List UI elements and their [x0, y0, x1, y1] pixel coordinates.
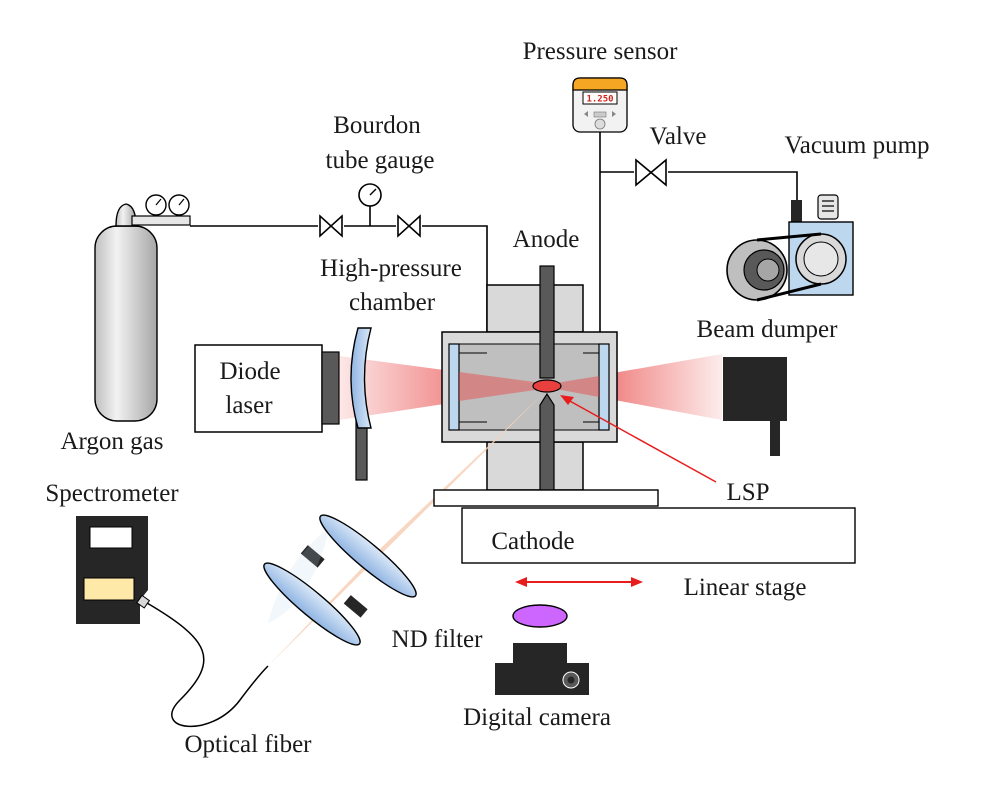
- spectrometer: [76, 516, 151, 624]
- argon-gas-cylinder: [94, 194, 191, 422]
- pressure-readout: 1.250: [586, 95, 613, 105]
- label-cathode: Cathode: [491, 528, 574, 555]
- label-nd-filter: ND filter: [392, 626, 484, 653]
- pressure-sensor: 1.250: [572, 77, 628, 133]
- label-diode-line1: Diode: [219, 358, 280, 385]
- label-anode: Anode: [513, 226, 580, 253]
- label-pressure-sensor: Pressure sensor: [523, 38, 679, 65]
- high-pressure-chamber: [441, 284, 618, 491]
- label-valve: Valve: [650, 123, 707, 150]
- label-bourdon-line1: Bourdon: [333, 112, 421, 139]
- diode-laser: [194, 344, 340, 433]
- stage-base: [433, 489, 856, 564]
- vacuum-valve: [635, 158, 667, 187]
- laser-beam-incoming: [339, 356, 542, 420]
- lsp-pointer-arrow: [560, 395, 717, 483]
- emission-collection-cone: [268, 392, 545, 666]
- label-high-pressure-line1: High-pressure: [320, 255, 462, 282]
- label-bourdon-line2: tube gauge: [326, 147, 435, 174]
- linear-stage-arrow: [515, 577, 643, 587]
- plasma-lsp: [532, 379, 562, 393]
- label-spectrometer: Spectrometer: [45, 480, 179, 507]
- chamber-window-right: [598, 343, 610, 431]
- nd-filter: [512, 604, 568, 628]
- beam-dumper: [723, 357, 787, 456]
- label-vacuum-pump: Vacuum pump: [784, 132, 929, 159]
- focusing-lens: [350, 327, 372, 481]
- cathode-plate: [461, 507, 856, 564]
- label-high-pressure-line2: chamber: [349, 289, 436, 316]
- laser-beam-outgoing: [556, 354, 722, 420]
- needle-valve-left: [319, 214, 343, 238]
- label-argon-gas: Argon gas: [60, 428, 163, 455]
- cathode-electrode: [539, 392, 555, 493]
- chamber-window-left: [448, 343, 460, 431]
- label-diode-line2: laser: [225, 392, 273, 419]
- label-beam-dumper: Beam dumper: [697, 316, 839, 343]
- label-lsp: LSP: [726, 479, 769, 506]
- digital-camera: [495, 643, 589, 695]
- optical-fiber: [146, 602, 269, 728]
- vacuum-pump: [726, 194, 854, 302]
- label-optical-fiber: Optical fiber: [184, 731, 312, 758]
- label-linear-stage: Linear stage: [684, 574, 807, 601]
- gas-lines: [190, 130, 798, 332]
- bourdon-gauge-icon: [358, 183, 382, 207]
- label-digital-camera: Digital camera: [463, 704, 611, 731]
- collection-lenses: [263, 514, 417, 646]
- needle-valve-right: [397, 214, 421, 238]
- anode-electrode: [539, 265, 555, 379]
